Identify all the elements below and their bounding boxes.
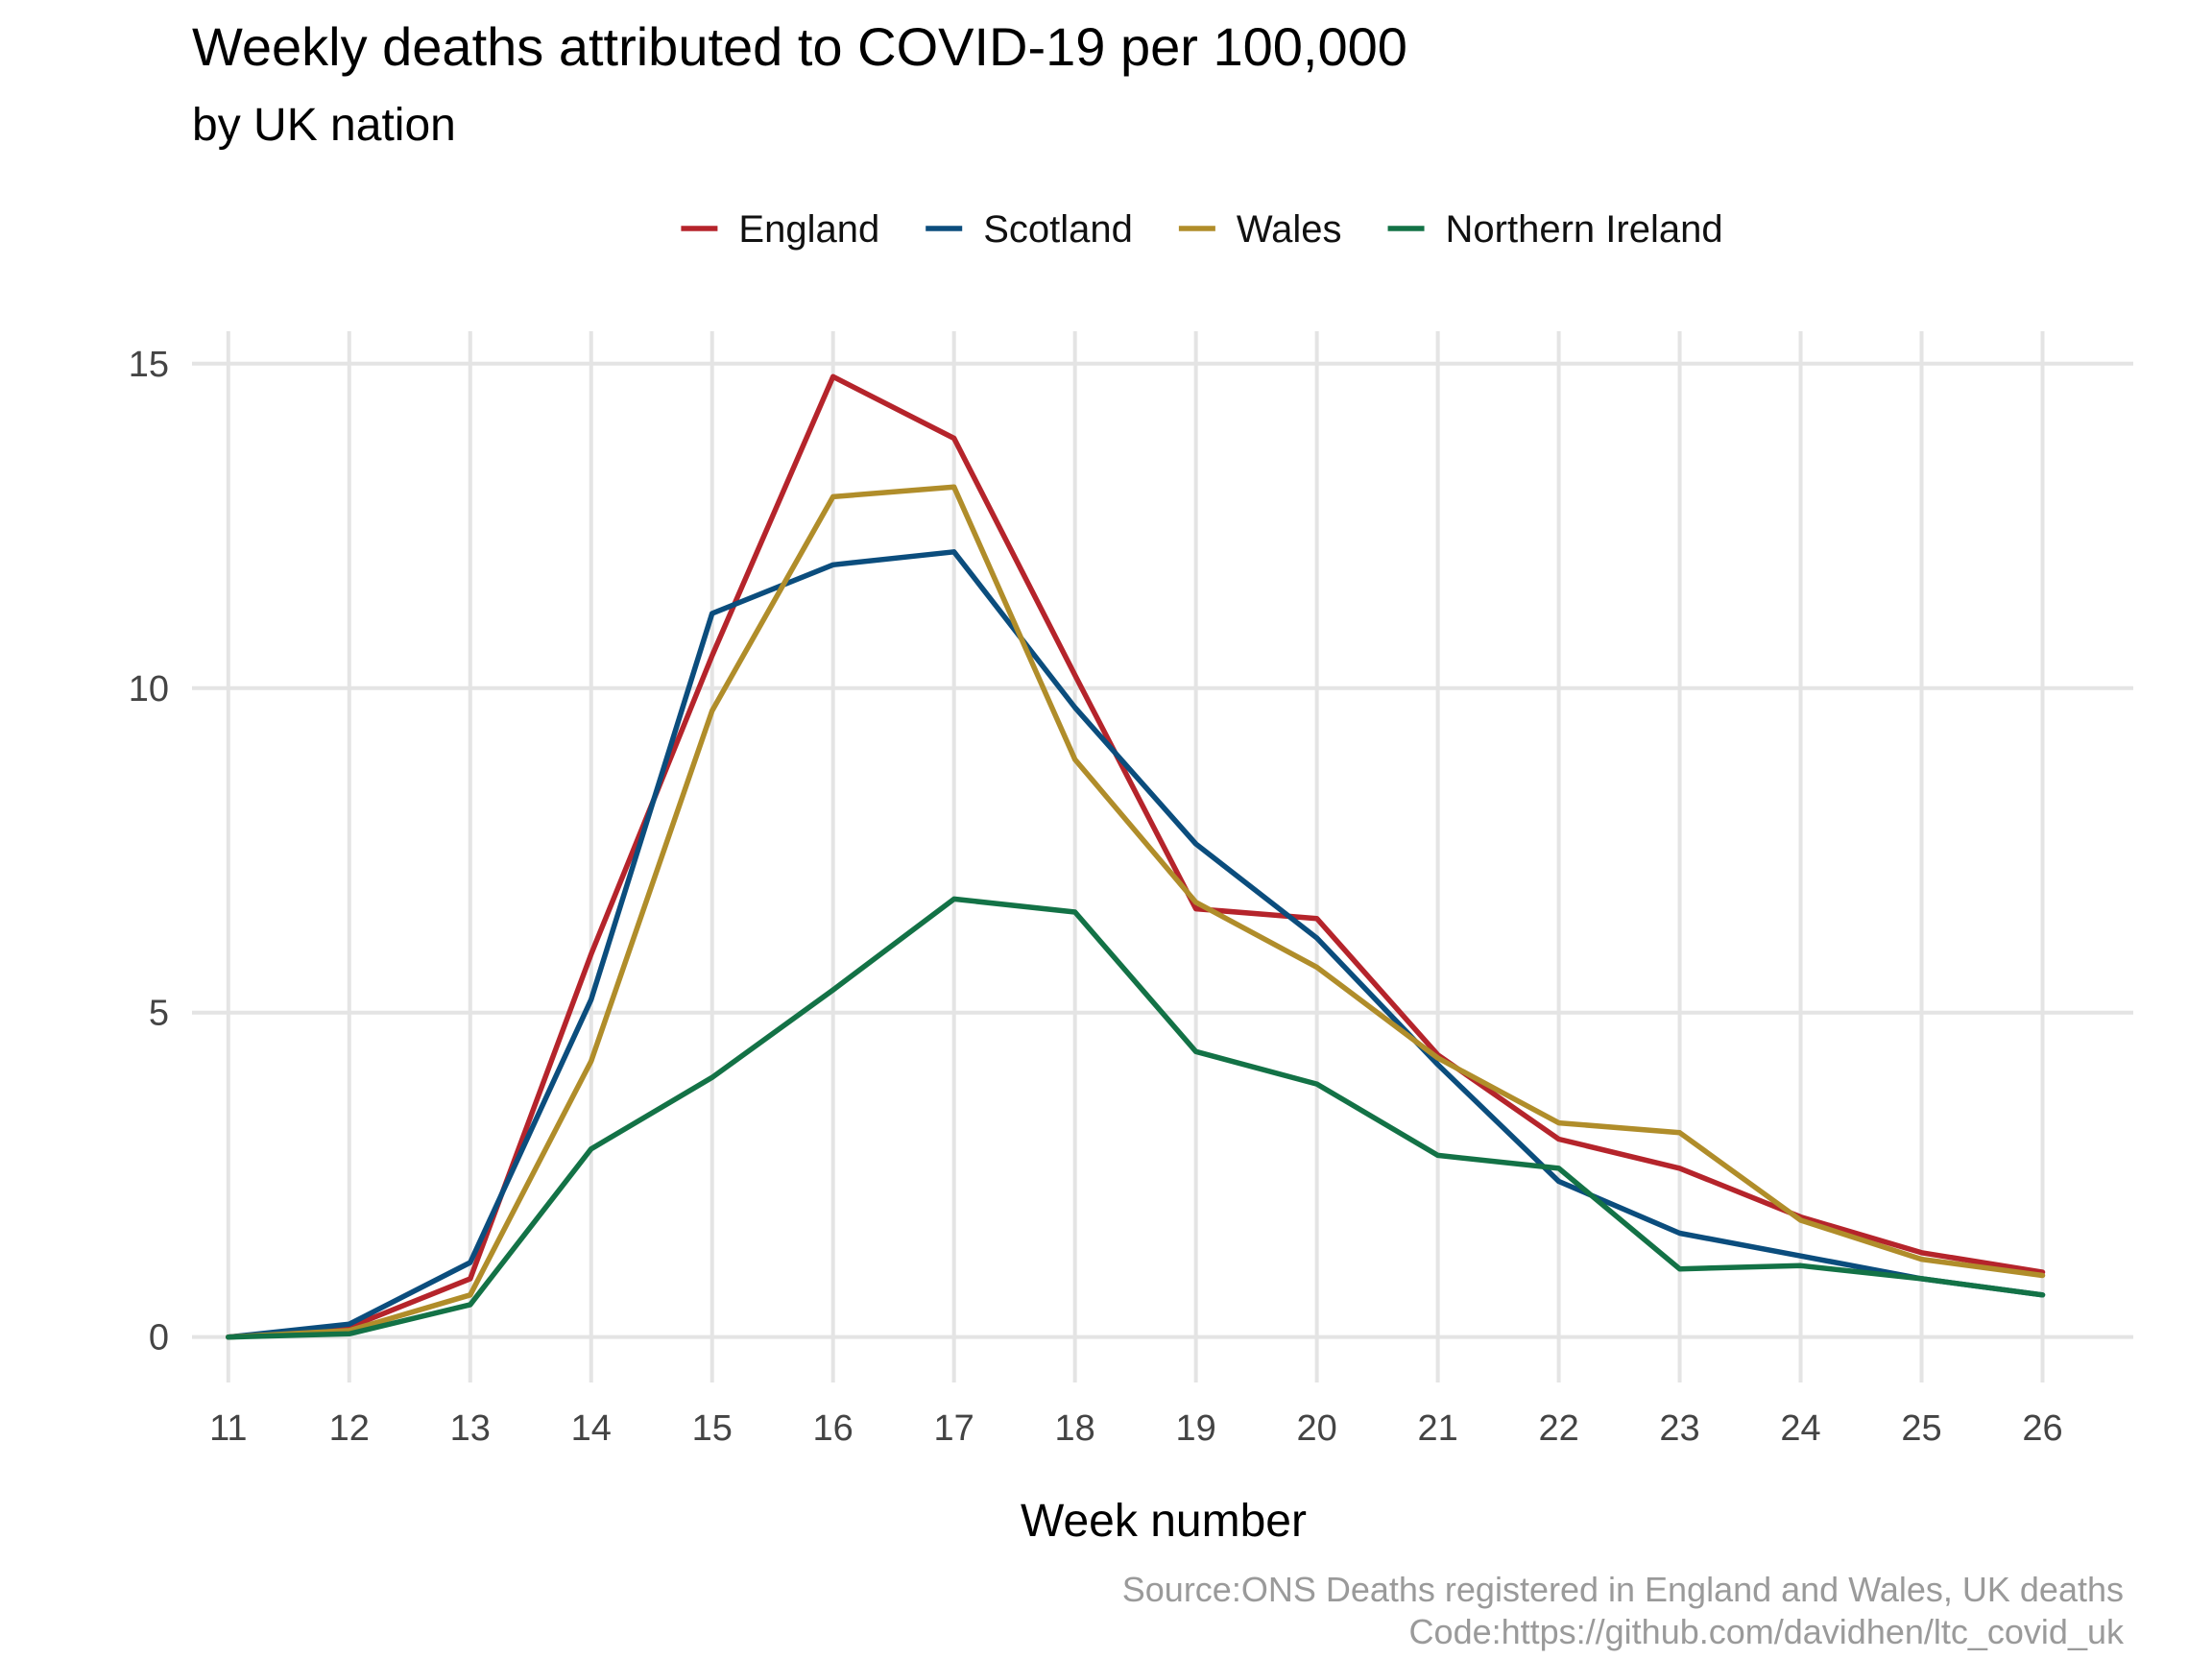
x-tick-label: 19	[1176, 1408, 1216, 1449]
y-axis-tick-labels: 0 5 10 15	[129, 345, 169, 1358]
x-tick-label: 24	[1780, 1408, 1820, 1449]
legend-label-scotland: Scotland	[983, 208, 1133, 251]
series-line-wales	[226, 484, 2046, 1340]
y-tick-label: 0	[149, 1318, 169, 1358]
legend: England Scotland Wales Northern Ireland	[681, 208, 1723, 251]
x-tick-label: 17	[934, 1408, 974, 1449]
x-tick-label: 11	[209, 1408, 247, 1449]
x-tick-label: 14	[571, 1408, 612, 1449]
x-tick-label: 25	[1901, 1408, 1941, 1449]
x-tick-label: 22	[1538, 1408, 1578, 1449]
legend-label-wales: Wales	[1237, 208, 1342, 251]
series-line-northern-ireland	[226, 896, 2046, 1340]
series-line-scotland	[226, 549, 2046, 1340]
series-line-england	[226, 373, 2046, 1340]
chart-title: Weekly deaths attributed to COVID-19 per…	[192, 16, 1407, 77]
gridlines	[192, 331, 2133, 1382]
legend-label-northern-ireland: Northern Ireland	[1446, 208, 1723, 251]
y-tick-label: 10	[129, 669, 169, 709]
x-tick-label: 15	[692, 1408, 733, 1449]
chart-subtitle: by UK nation	[192, 100, 456, 151]
x-tick-label: 23	[1659, 1408, 1699, 1449]
caption-code: Code:https://github.com/davidhen/ltc_cov…	[1409, 1612, 2125, 1651]
x-axis-tick-labels: 11 12 13 14 15 16 17 18 19 20 21 22 23 24 25 26	[209, 1408, 2063, 1449]
y-tick-label: 5	[149, 994, 169, 1034]
series-lines	[226, 373, 2046, 1340]
legend-label-england: England	[738, 208, 879, 251]
x-axis-title: Week number	[1021, 1496, 1307, 1547]
caption-source: Source:ONS Deaths registered in England …	[1122, 1570, 2124, 1609]
x-tick-label: 18	[1055, 1408, 1095, 1449]
x-tick-label: 26	[2022, 1408, 2062, 1449]
x-tick-label: 20	[1296, 1408, 1336, 1449]
x-tick-label: 21	[1417, 1408, 1457, 1449]
x-tick-label: 13	[450, 1408, 491, 1449]
x-tick-label: 16	[813, 1408, 854, 1449]
y-tick-label: 15	[129, 345, 169, 385]
x-tick-label: 12	[329, 1408, 370, 1449]
